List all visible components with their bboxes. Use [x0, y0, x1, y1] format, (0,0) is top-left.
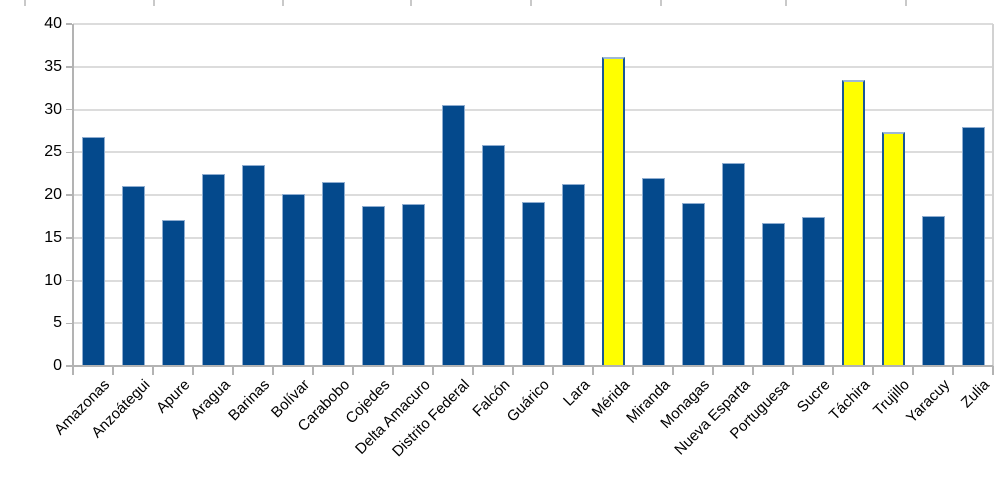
x-axis-tick [752, 366, 754, 375]
x-axis-tick [312, 366, 314, 375]
column-separator-tick [905, 0, 907, 6]
bar-Portuguesa [761, 223, 785, 366]
y-axis-label-40: 40 [44, 15, 62, 32]
x-axis-tick [992, 366, 994, 375]
x-axis-label-Guárico: Guárico [504, 376, 554, 426]
bar-Anzoátegui [121, 185, 145, 366]
bar-Lara [561, 183, 585, 366]
y-axis-label-10: 10 [44, 271, 62, 289]
bar-Falcón [481, 145, 505, 366]
bar-Carabobo [321, 182, 345, 366]
bar-Cojedes [361, 206, 385, 366]
y-axis-label-20: 20 [44, 186, 62, 203]
gridline-25 [73, 151, 993, 154]
x-axis-tick [472, 366, 474, 375]
x-axis-tick [392, 366, 394, 375]
y-axis-label-30: 30 [44, 100, 62, 118]
y-axis-label-15: 15 [44, 228, 62, 246]
y-axis-tick-25 [66, 151, 72, 153]
x-axis-label-Zulia: Zulia [958, 376, 994, 412]
bar-Apure [161, 219, 185, 366]
x-axis-label-Táchira: Táchira [825, 376, 874, 424]
y-axis-label-25: 25 [44, 143, 62, 161]
column-separator-tick [153, 0, 155, 6]
x-axis-tick [152, 366, 154, 375]
bar-Bolívar [281, 194, 305, 366]
x-axis-label-Barinas: Barinas [225, 376, 274, 425]
y-axis-label-35: 35 [44, 57, 62, 75]
x-axis-line [73, 365, 993, 367]
bar-Zulia [961, 127, 985, 366]
x-axis-label-Lara: Lara [560, 376, 594, 410]
x-axis-tick [592, 366, 594, 375]
x-axis-tick [912, 366, 914, 375]
x-axis-tick [832, 366, 834, 375]
y-axis-tick-15 [66, 237, 72, 239]
y-axis-label-5: 5 [53, 314, 62, 332]
bar-Guárico [521, 201, 545, 366]
x-axis-tick [112, 366, 114, 375]
plot-right-border [992, 24, 994, 366]
x-axis-tick [352, 366, 354, 375]
bar-Sucre [801, 217, 825, 366]
column-separator-tick [785, 0, 787, 6]
x-axis-tick [672, 366, 674, 375]
bar-Barinas [241, 165, 265, 366]
bar-Mérida [601, 57, 625, 366]
x-axis-tick [272, 366, 274, 375]
gridline-30 [73, 108, 993, 111]
y-axis-tick-35 [66, 66, 72, 68]
x-axis-tick [712, 366, 714, 375]
bar-Táchira [841, 79, 865, 366]
bar-Yaracuy [921, 215, 945, 366]
y-axis-tick-30 [66, 108, 72, 111]
column-separator-tick [24, 0, 26, 6]
column-separator-tick [530, 0, 532, 6]
bar-Miranda [641, 177, 665, 366]
x-axis-tick [952, 366, 954, 375]
x-axis-tick [232, 366, 234, 375]
gridline-35 [73, 65, 993, 68]
x-axis-tick [872, 366, 874, 375]
bar-Aragua [201, 173, 225, 366]
gridline-20 [73, 194, 993, 196]
y-axis-tick-0 [66, 365, 72, 367]
x-axis-tick [192, 366, 194, 375]
x-axis-tick [632, 366, 634, 375]
bar-Nueva Esparta [721, 162, 745, 366]
x-axis-tick [792, 366, 794, 375]
x-axis-label-Yaracuy: Yaracuy [903, 376, 954, 427]
bar-Amazonas [81, 136, 105, 366]
x-axis-tick [552, 366, 554, 375]
bar-Trujillo [881, 131, 905, 366]
y-axis-tick-20 [66, 194, 72, 196]
x-axis-label-Aragua: Aragua [187, 376, 234, 423]
column-separator-tick [282, 0, 284, 6]
column-separator-tick [410, 0, 412, 6]
y-axis-tick-5 [66, 322, 72, 324]
x-axis-tick [72, 366, 74, 375]
x-axis-tick [432, 366, 434, 375]
bar-Distrito Federal [441, 105, 465, 366]
bar-Delta Amacuro [401, 204, 425, 366]
column-separator-tick [660, 0, 662, 6]
x-axis-tick [512, 366, 514, 375]
gridline-40 [73, 23, 993, 25]
bar-Monagas [681, 202, 705, 366]
y-axis-line [72, 24, 74, 375]
y-axis-tick-40 [66, 23, 72, 25]
y-axis-label-0: 0 [53, 357, 62, 374]
y-axis-tick-10 [66, 279, 72, 282]
